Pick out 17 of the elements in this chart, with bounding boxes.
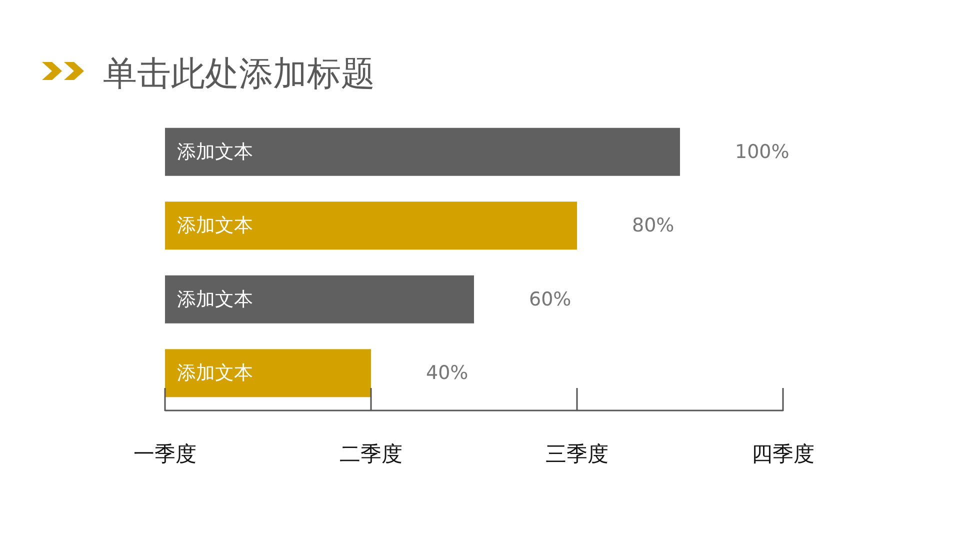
data-label: 60% <box>529 288 572 310</box>
text: 一季度 <box>132 441 198 468</box>
bar <box>165 349 371 398</box>
y-tick-label: 添加文本 <box>177 288 253 310</box>
chart-title: 单击此处添加标题 <box>103 54 375 94</box>
text: 二季度 <box>338 441 404 468</box>
y-tick-label: 添加文本 <box>177 140 253 163</box>
bar <box>165 202 577 250</box>
text: 三季度 <box>544 441 610 468</box>
text: 四季度 <box>750 441 816 468</box>
bar <box>165 128 680 176</box>
y-tick-label: 添加文本 <box>177 362 253 384</box>
data-label: 40% <box>426 362 468 384</box>
data-label: 100% <box>735 140 790 163</box>
data-label: 80% <box>632 214 674 237</box>
bar <box>165 275 474 324</box>
y-tick-label: 添加文本 <box>177 214 253 237</box>
